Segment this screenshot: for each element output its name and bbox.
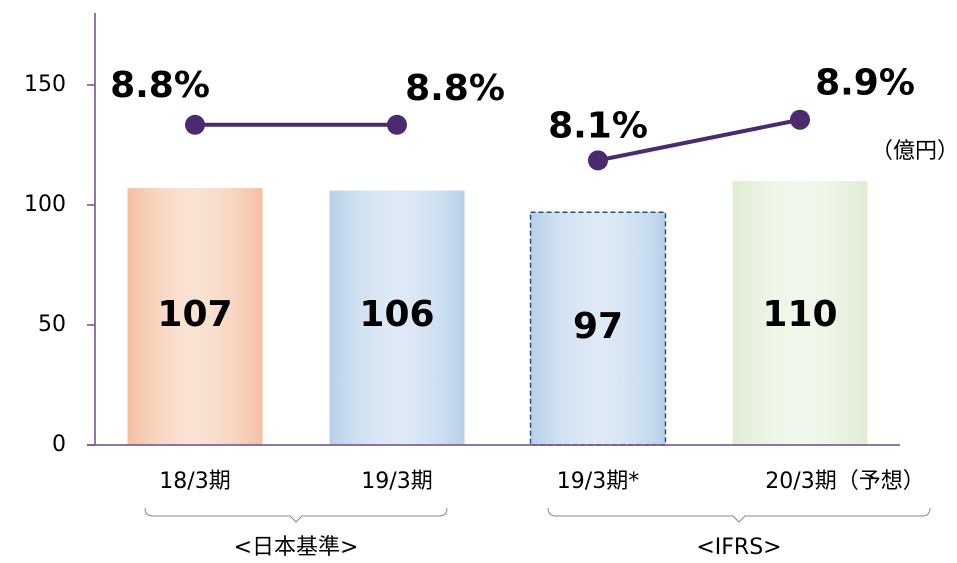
line-series xyxy=(597,117,801,163)
y-tick-label: 100 xyxy=(24,192,66,217)
y-tick-label: 150 xyxy=(24,72,66,97)
line-value-label: 8.8% xyxy=(110,65,210,106)
x-tick-label: 18/3期 xyxy=(159,469,230,494)
group-label: <日本基準> xyxy=(234,535,359,560)
bar xyxy=(127,188,263,445)
bar-value-label: 107 xyxy=(157,294,232,335)
line-point xyxy=(185,114,205,135)
line-value-label: 8.8% xyxy=(405,68,505,109)
bar-value-label: 97 xyxy=(573,306,623,347)
unit-label: （億円） xyxy=(871,139,957,164)
line-point xyxy=(790,109,810,130)
x-tick-label: 19/3期* xyxy=(557,469,639,494)
x-tick-label: 19/3期 xyxy=(361,469,432,494)
line-value-label: 8.9% xyxy=(815,63,915,104)
bar xyxy=(732,181,868,445)
bar xyxy=(529,211,667,446)
group-brace xyxy=(144,507,448,523)
bar-value-label: 106 xyxy=(359,294,434,335)
line-point xyxy=(387,114,407,135)
y-tick-label: 50 xyxy=(38,312,66,337)
bar xyxy=(329,190,465,445)
x-tick-label: 20/3期（予想） xyxy=(765,469,924,494)
line-value-label: 8.1% xyxy=(548,105,648,146)
group-brace xyxy=(547,507,931,523)
bar-value-label: 110 xyxy=(762,294,837,335)
group-label: <IFRS> xyxy=(696,535,781,560)
y-tick-label: 0 xyxy=(52,432,66,457)
line-point xyxy=(588,150,608,171)
